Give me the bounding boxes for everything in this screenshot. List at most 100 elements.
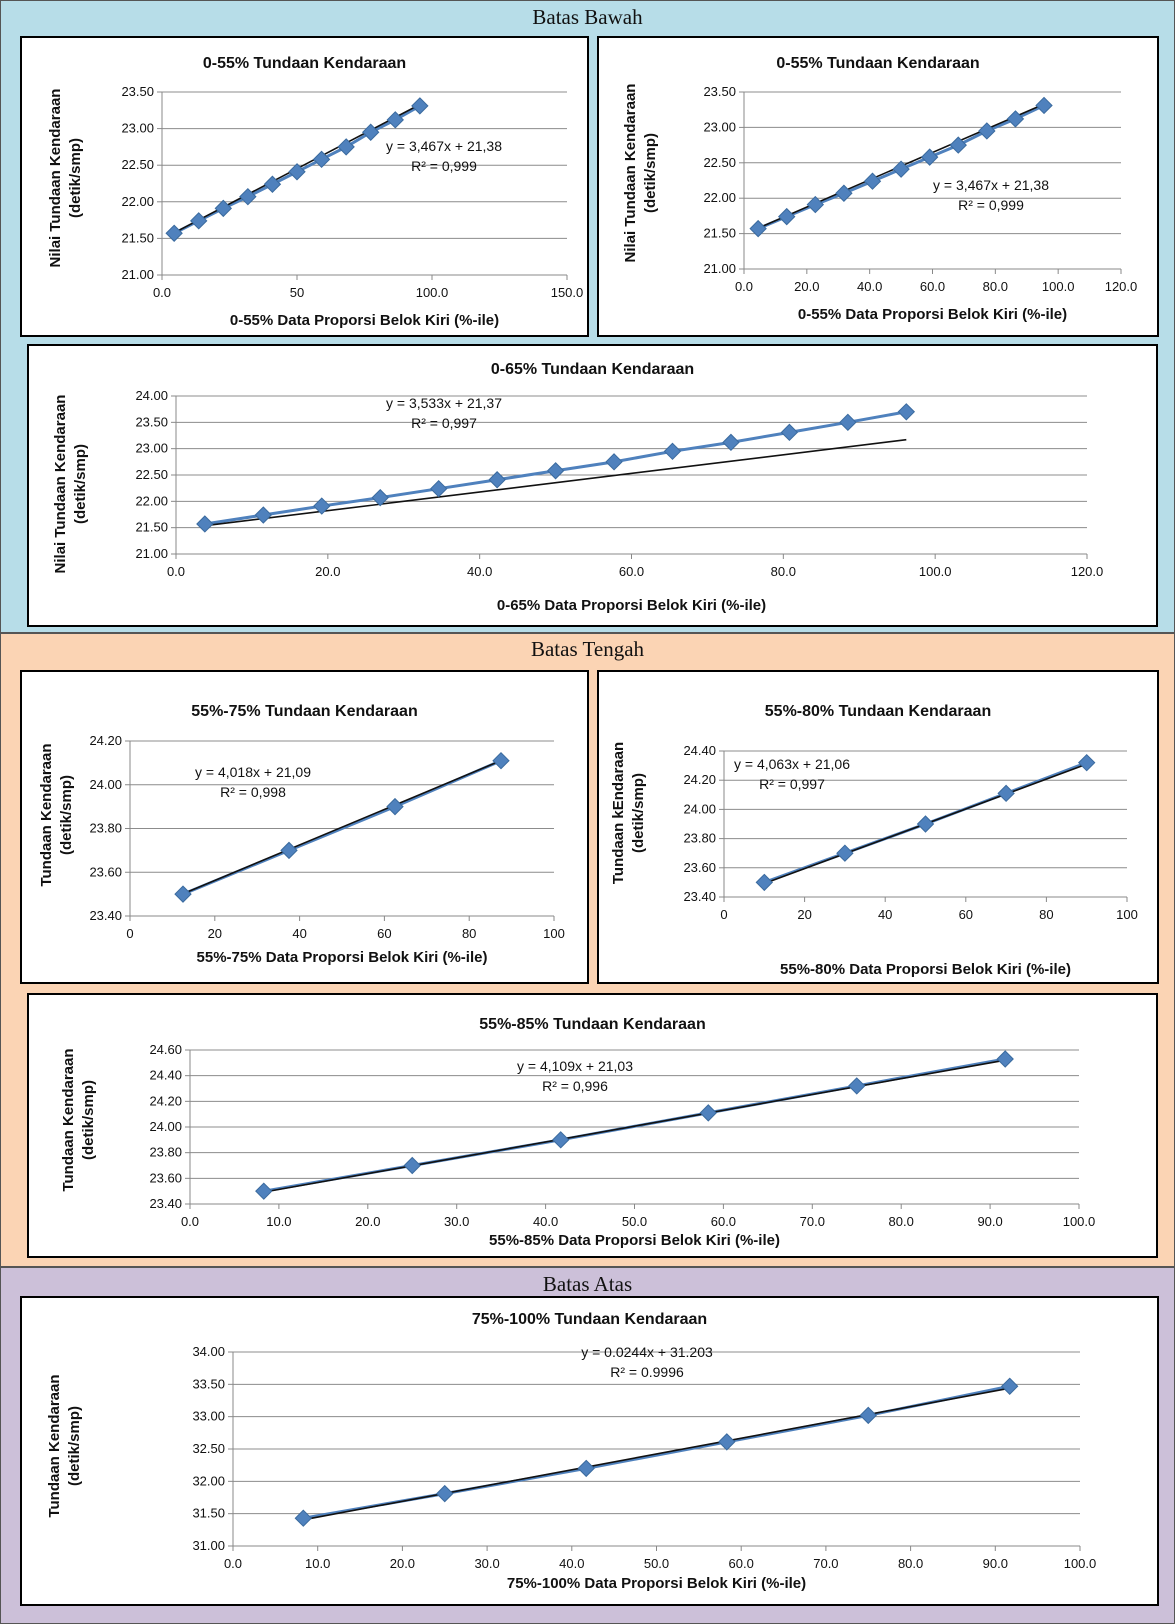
chart-panel-75-100: 75%-100% Tundaan Kendaraan 31.00 31.50 32.0… [20,1296,1159,1606]
data-point [916,815,935,833]
y-tick-label: 24.00 [135,388,168,403]
x-tick-label: 50.0 [644,1556,669,1571]
y-tick-label: 23.40 [89,908,122,923]
data-point [920,148,939,166]
r-squared: R² = 0,997 [759,776,825,792]
x-axis-label: 0-65% Data Proporsi Belok Kiri (%-ile) [497,597,766,614]
x-tick-label: 40 [292,926,306,941]
x-tick-label: 90.0 [983,1556,1008,1571]
y-tick-label: 24.00 [89,777,122,792]
data-point [978,122,996,140]
data-point [403,1156,421,1175]
x-axis-label: 0-55% Data Proporsi Belok Kiri (%-ile) [230,312,499,329]
data-point [835,184,853,202]
y-tick-label: 23.80 [683,831,716,846]
chart-title: 55%-75% Tundaan Kendaraan [191,703,417,720]
y-tick-label: 23.40 [683,889,716,904]
trend-equation: y = 4,063x + 21,06 [734,756,850,772]
chart-panel-0-55-b: 0-55% Tundaan Kendaraan 21.00 21.50 22.00 22… [597,36,1159,337]
y-tick-label: 23.40 [149,1196,182,1211]
data-point [722,433,740,452]
y-tick-label: 31.00 [192,1538,225,1553]
data-point [996,1050,1014,1068]
x-tick-label: 20.0 [794,279,819,294]
y-tick-label: 23.60 [683,860,716,875]
data-point [949,136,967,154]
x-tick-label: 20 [797,907,811,922]
y-tick-label: 22.00 [703,190,736,205]
y-tick-label: 22.50 [703,155,736,170]
chart-svg: 55%-75% Tundaan Kendaraan 23.40 23.60 23.80… [38,703,565,966]
y-tick-label: 21.00 [135,546,168,561]
r-squared: R² = 0,999 [958,197,1024,213]
y-axis-label: Tundaan Kendaraan [46,1374,63,1517]
chart-svg: 0-55% Tundaan Kendaraan 21.00 21.50 22.00 22… [47,55,583,329]
x-tick-label: 60 [959,907,973,922]
data-point [165,224,183,242]
data-point [280,841,298,860]
data-point [997,784,1015,803]
y-tick-label: 23.00 [135,441,168,456]
y-axis-label: Nilai Tundaan Kendaraan [47,89,64,268]
data-point [488,471,506,489]
x-tick-label: 0 [126,926,133,941]
data-point [386,111,404,129]
trend-equation: y = 3,467x + 21,38 [933,177,1049,193]
x-tick-label: 120.0 [1105,279,1138,294]
y-tick-label: 22.00 [121,194,154,209]
x-tick-label: 40.0 [533,1214,558,1229]
chart-panel-55-80: 55%-80% Tundaan Kendaraan 23.40 23.60 23.80… [597,670,1159,984]
y-tick-label: 23.50 [703,84,736,99]
data-point [1035,96,1053,115]
x-tick-label: 60.0 [920,279,945,294]
data-point [429,479,448,498]
trendline [303,1387,1010,1521]
y-tick-label: 24.20 [683,772,716,787]
trend-equation: y = 0.0244x + 31.203 [581,1344,713,1360]
y-tick-label: 24.20 [149,1093,182,1108]
x-tick-label: 40.0 [467,564,492,579]
y-tick-label: 21.00 [121,267,154,282]
y-axis-label: (detik/smp) [67,138,84,218]
x-tick-label: 30.0 [474,1556,499,1571]
y-tick-label: 21.50 [135,520,168,535]
chart-svg: 55%-85% Tundaan Kendaraan 23.40 23.60 23.80… [60,1016,1096,1249]
data-point [778,207,796,226]
x-tick-label: 0.0 [181,1214,199,1229]
chart-title: 0-55% Tundaan Kendaraan [776,55,979,72]
y-tick-label: 24.40 [683,743,716,758]
x-tick-label: 40.0 [857,279,882,294]
x-tick-label: 0.0 [735,279,753,294]
x-tick-label: 50.0 [622,1214,647,1229]
data-point [892,160,910,178]
y-tick-label: 24.40 [149,1068,182,1083]
data-point [411,97,429,115]
data-point [288,163,306,181]
x-tick-label: 100.0 [1063,1214,1096,1229]
data-point [577,1459,595,1478]
x-tick-label: 70.0 [800,1214,825,1229]
data-point [848,1077,866,1095]
r-squared: R² = 0,996 [542,1078,608,1094]
y-tick-label: 24.00 [149,1119,182,1134]
x-tick-label: 70.0 [813,1556,838,1571]
data-point [337,138,355,156]
y-tick-label: 24.60 [149,1042,182,1057]
data-point [749,219,767,238]
x-tick-label: 0.0 [153,285,171,300]
data-point [255,1182,273,1200]
data-point [836,844,854,862]
data-point [371,488,389,507]
x-tick-label: 20 [208,926,222,941]
data-point [294,1509,313,1527]
y-tick-label: 23.00 [703,119,736,134]
y-tick-label: 22.00 [135,493,168,508]
data-point [1000,1377,1019,1395]
trend-equation: y = 4,109x + 21,03 [517,1058,633,1074]
series-line [263,1057,1006,1193]
x-axis-label: 55%-85% Data Proporsi Belok Kiri (%-ile) [489,1232,780,1249]
y-tick-label: 31.50 [192,1506,225,1521]
x-tick-label: 80 [1039,907,1053,922]
y-axis-label: Nilai Tundaan Kendaraan [52,395,69,574]
x-tick-label: 0.0 [224,1556,242,1571]
